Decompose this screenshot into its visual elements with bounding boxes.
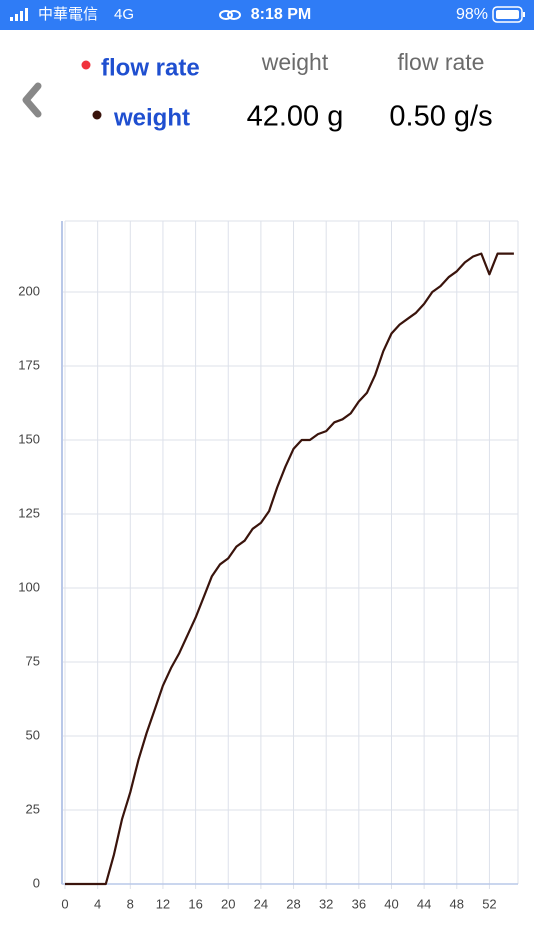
x-tick-label: 32 [319,896,333,911]
x-tick-label: 24 [254,896,268,911]
x-tick-label: 36 [352,896,366,911]
x-tick-label: 44 [417,896,431,911]
readout-value: 0.50 g/s [389,101,492,133]
readout-label: flow rate [398,49,485,75]
x-tick-label: 8 [127,896,134,911]
x-tick-label: 16 [188,896,202,911]
readouts: weight 42.00 g flow rate 0.50 g/s [247,49,493,133]
y-tick-label: 100 [18,579,40,594]
battery-icon [492,6,525,23]
y-tick-label: 25 [26,801,40,816]
data-line [65,252,514,886]
y-tick-label: 200 [18,283,40,298]
y-tick-label: 0 [33,875,40,890]
y-tick-label: 175 [18,357,40,372]
x-tick-label: 0 [61,896,68,911]
x-tick-label: 40 [384,896,398,911]
link-icon [219,10,241,20]
legend: flow rate weight [81,54,200,131]
network: 4G [114,6,134,23]
back-button[interactable] [22,82,42,118]
readout-label: weight [261,49,329,75]
x-tick-label: 12 [156,896,170,911]
signal-icon [10,8,28,21]
x-tick-label: 4 [94,896,101,911]
y-tick-label: 150 [18,431,40,446]
legend-label: flow rate [101,54,200,81]
x-tick-label: 28 [286,896,300,911]
x-tick-label: 20 [221,896,235,911]
x-tick-label: 48 [450,896,464,911]
legend-dot [81,60,91,70]
battery-level: 98% [456,6,488,23]
x-tick-label: 52 [482,896,496,911]
y-tick-label: 50 [26,727,40,742]
readout-value: 42.00 g [247,101,344,133]
legend-label: weight [113,104,190,131]
status-bar [0,0,534,30]
carrier: 中華電信 [38,6,98,23]
y-tick-label: 125 [18,505,40,520]
y-tick-label: 75 [26,653,40,668]
legend-dot [92,110,102,120]
time: 8:18 PM [251,6,311,23]
